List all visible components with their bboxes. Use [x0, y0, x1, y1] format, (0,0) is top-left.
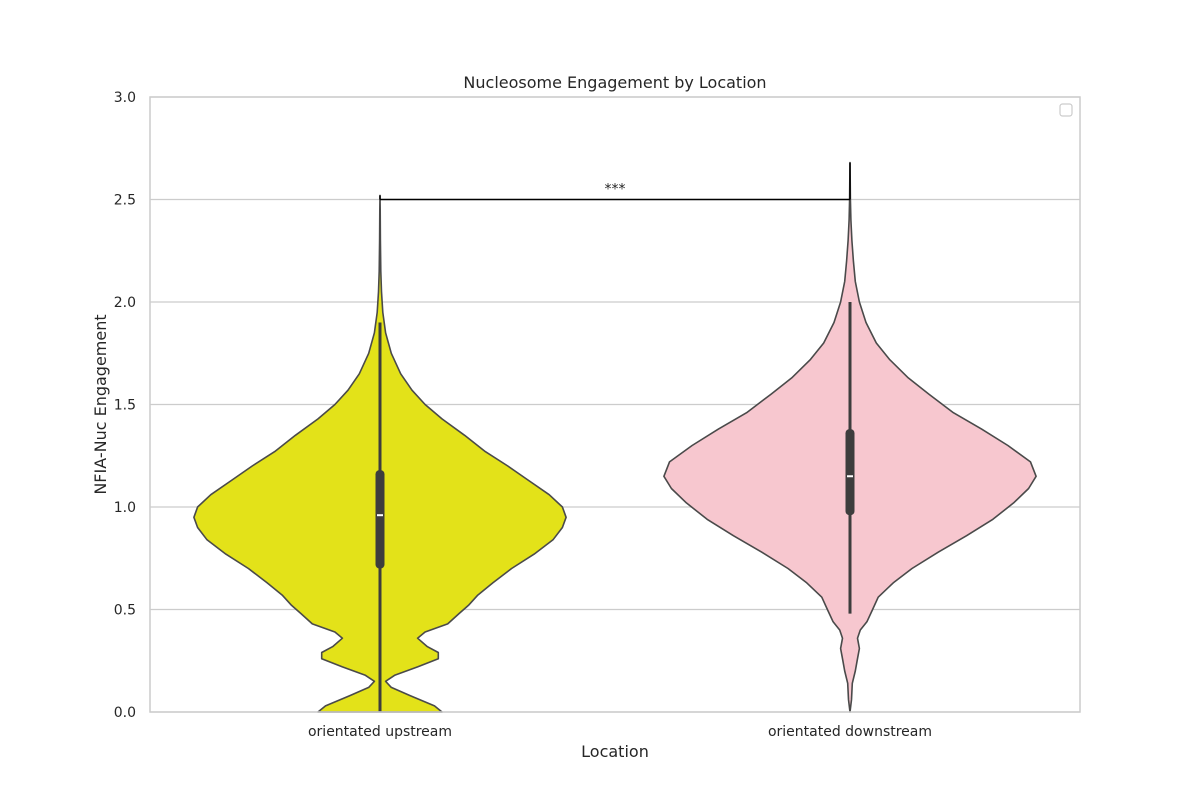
iqr-box [845, 429, 855, 516]
x-axis-label: Location [581, 742, 649, 761]
x-tick-label: orientated upstream [308, 724, 452, 740]
y-tick-label: 2.0 [114, 295, 136, 311]
iqr-box [375, 470, 385, 569]
y-tick-label: 3.0 [114, 90, 136, 106]
y-axis-label: NFIA-Nuc Engagement [91, 314, 110, 494]
legend [1059, 103, 1073, 117]
significance-annotation: *** [379, 162, 851, 201]
legend-box [1059, 103, 1073, 117]
plot-frame [149, 96, 1081, 713]
inner-boxes [375, 302, 855, 712]
y-tick-label: 1.0 [114, 500, 136, 516]
chart-title: Nucleosome Engagement by Location [463, 73, 766, 92]
y-tick-label: 1.5 [114, 398, 136, 414]
y-tick-label: 0.0 [114, 705, 136, 721]
y-tick-label: 2.5 [114, 193, 136, 209]
x-tick-labels: orientated upstream orientated downstream [308, 724, 932, 740]
violins [193, 161, 1037, 713]
significance-stars: *** [605, 182, 626, 198]
y-tick-labels: 0.0 0.5 1.0 1.5 2.0 2.5 3.0 [114, 90, 136, 721]
y-tick-label: 0.5 [114, 603, 136, 619]
x-tick-label: orientated downstream [768, 724, 932, 740]
